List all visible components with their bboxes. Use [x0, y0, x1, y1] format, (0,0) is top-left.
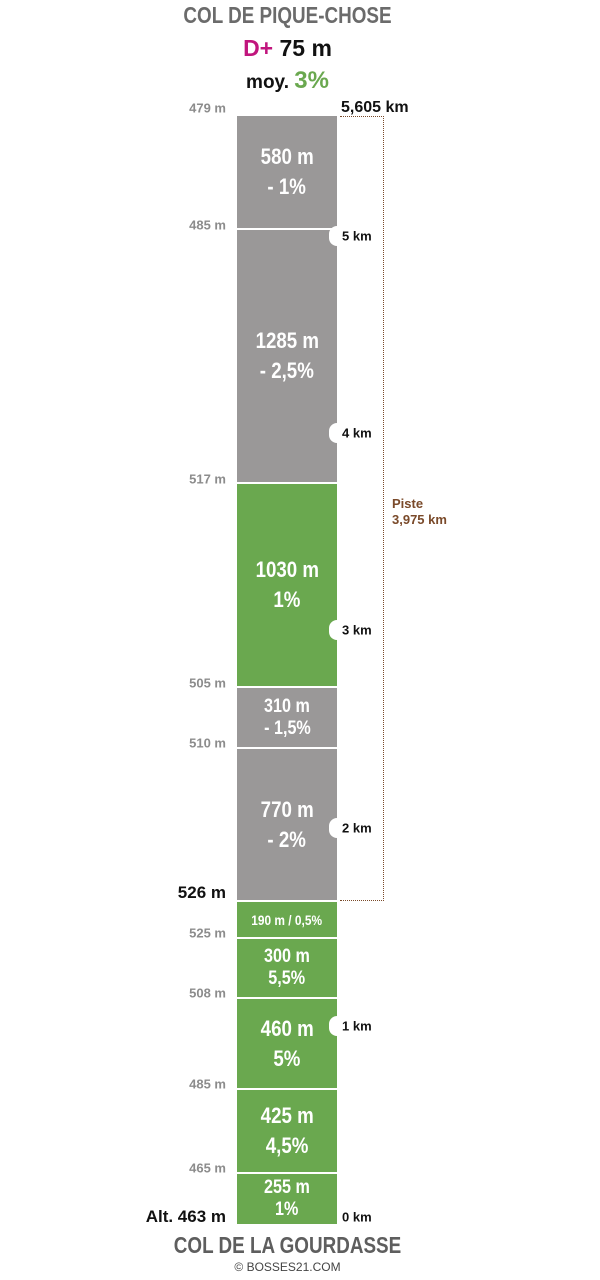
- credit: © BOSSES21.COM: [234, 1260, 341, 1274]
- summit-title: COL DE PIQUE-CHOSE: [183, 2, 392, 28]
- average-grade-value: 3%: [294, 67, 329, 94]
- altitude-label: 465 m: [189, 1160, 226, 1176]
- piste-bracket: [340, 116, 384, 901]
- km-marker-label: 3 km: [342, 622, 372, 638]
- segment-grade: 5%: [273, 1045, 301, 1071]
- altitude-label: 485 m: [189, 217, 226, 233]
- altitude-label: Alt. 463 m: [145, 1207, 226, 1226]
- profile-segment: 300 m 5,5%: [237, 939, 337, 999]
- total-distance: 5,605 km: [341, 99, 409, 116]
- altitude-label: 479 m: [189, 100, 226, 116]
- base-title: COL DE LA GOURDASSE: [173, 1232, 402, 1258]
- segment-grade: 1%: [275, 1199, 299, 1220]
- segment-length: 1285 m: [255, 328, 319, 353]
- segment-length: 255 m: [264, 1177, 310, 1198]
- segment-grade: - 1,5%: [263, 717, 311, 739]
- profile-segment: 310 m- 1,5%: [237, 688, 337, 749]
- segment-grade: - 1%: [267, 174, 307, 199]
- profile-segment: 770 m - 2%: [237, 749, 337, 902]
- profile-segment: 1030 m 1%: [237, 484, 337, 688]
- piste-label: Piste 3,975 km: [392, 496, 447, 528]
- altitude-label: 505 m: [189, 675, 226, 691]
- km-marker-label: 1 km: [342, 1018, 372, 1034]
- segment-grade: 4,5%: [265, 1133, 309, 1158]
- km-marker-label: 4 km: [342, 425, 372, 441]
- segment-length: 425 m: [260, 1103, 314, 1128]
- altitude-label: 526 m: [177, 883, 226, 902]
- segment-length: 190 m / 0,5%: [251, 911, 323, 928]
- piste-distance: 3,975 km: [392, 512, 447, 527]
- segment-length: 1030 m: [255, 557, 319, 582]
- profile-segment: 190 m / 0,5%: [237, 902, 337, 939]
- segment-grade: - 2%: [267, 826, 307, 852]
- segment-grade: 1%: [273, 587, 301, 612]
- segment-length: 770 m: [260, 796, 314, 822]
- km-marker-label: 2 km: [342, 820, 372, 836]
- altitude-label: 485 m: [189, 1076, 226, 1092]
- profile-segment: 255 m 1%: [237, 1174, 337, 1226]
- elevation-gain: D+ 75 m: [0, 35, 575, 62]
- segment-grade: 5,5%: [268, 968, 306, 989]
- segment-length: 460 m: [260, 1015, 314, 1041]
- average-grade: moy. 3%: [0, 67, 575, 95]
- km-marker-notch: [329, 1016, 345, 1036]
- profile-segment: 580 m - 1%: [237, 116, 337, 230]
- km-marker-label: 0 km: [342, 1209, 372, 1225]
- altitude-label: 517 m: [189, 471, 226, 487]
- km-marker-notch: [329, 423, 345, 443]
- elevation-gain-label: D+: [243, 35, 274, 61]
- profile-segment: 425 m 4,5%: [237, 1090, 337, 1174]
- segment-grade: - 2,5%: [259, 358, 315, 383]
- segment-length: 580 m: [260, 144, 314, 169]
- km-marker-notch: [329, 818, 345, 838]
- km-marker-notch: [329, 226, 345, 246]
- altitude-label: 510 m: [189, 735, 226, 751]
- segment-length: 310 m: [264, 695, 310, 717]
- elevation-gain-value: 75 m: [279, 35, 332, 61]
- km-marker-label: 5 km: [342, 228, 372, 244]
- segment-length: 300 m: [264, 946, 310, 967]
- altitude-label: 525 m: [189, 925, 226, 941]
- profile-segment: 1285 m - 2,5%: [237, 230, 337, 484]
- piste-name: Piste: [392, 496, 424, 511]
- altitude-label: 508 m: [189, 985, 226, 1001]
- profile-segment: 460 m 5%: [237, 999, 337, 1090]
- average-grade-label: moy.: [246, 72, 289, 93]
- km-marker-notch: [329, 620, 345, 640]
